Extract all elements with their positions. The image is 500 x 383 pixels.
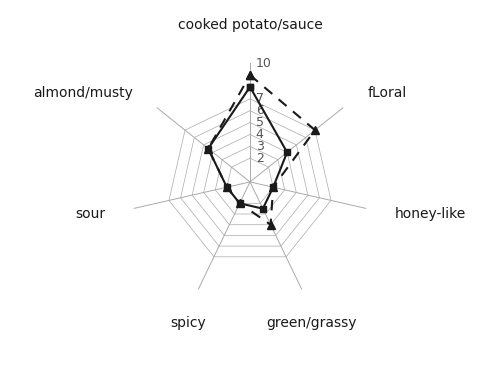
Text: cooked potato/sauce: cooked potato/sauce <box>178 18 322 32</box>
Text: green/grassy: green/grassy <box>266 316 357 330</box>
Text: 2: 2 <box>256 152 264 165</box>
Text: 4: 4 <box>256 128 264 141</box>
Text: 5: 5 <box>256 116 264 129</box>
Text: sour: sour <box>75 207 106 221</box>
Text: 10: 10 <box>256 57 272 70</box>
Text: 3: 3 <box>256 140 264 153</box>
Text: almond/musty: almond/musty <box>33 86 133 100</box>
Text: spicy: spicy <box>170 316 206 330</box>
Text: 6: 6 <box>256 104 264 117</box>
Text: 7: 7 <box>256 92 264 105</box>
Text: fLoral: fLoral <box>367 86 406 100</box>
Text: honey-like: honey-like <box>394 207 466 221</box>
